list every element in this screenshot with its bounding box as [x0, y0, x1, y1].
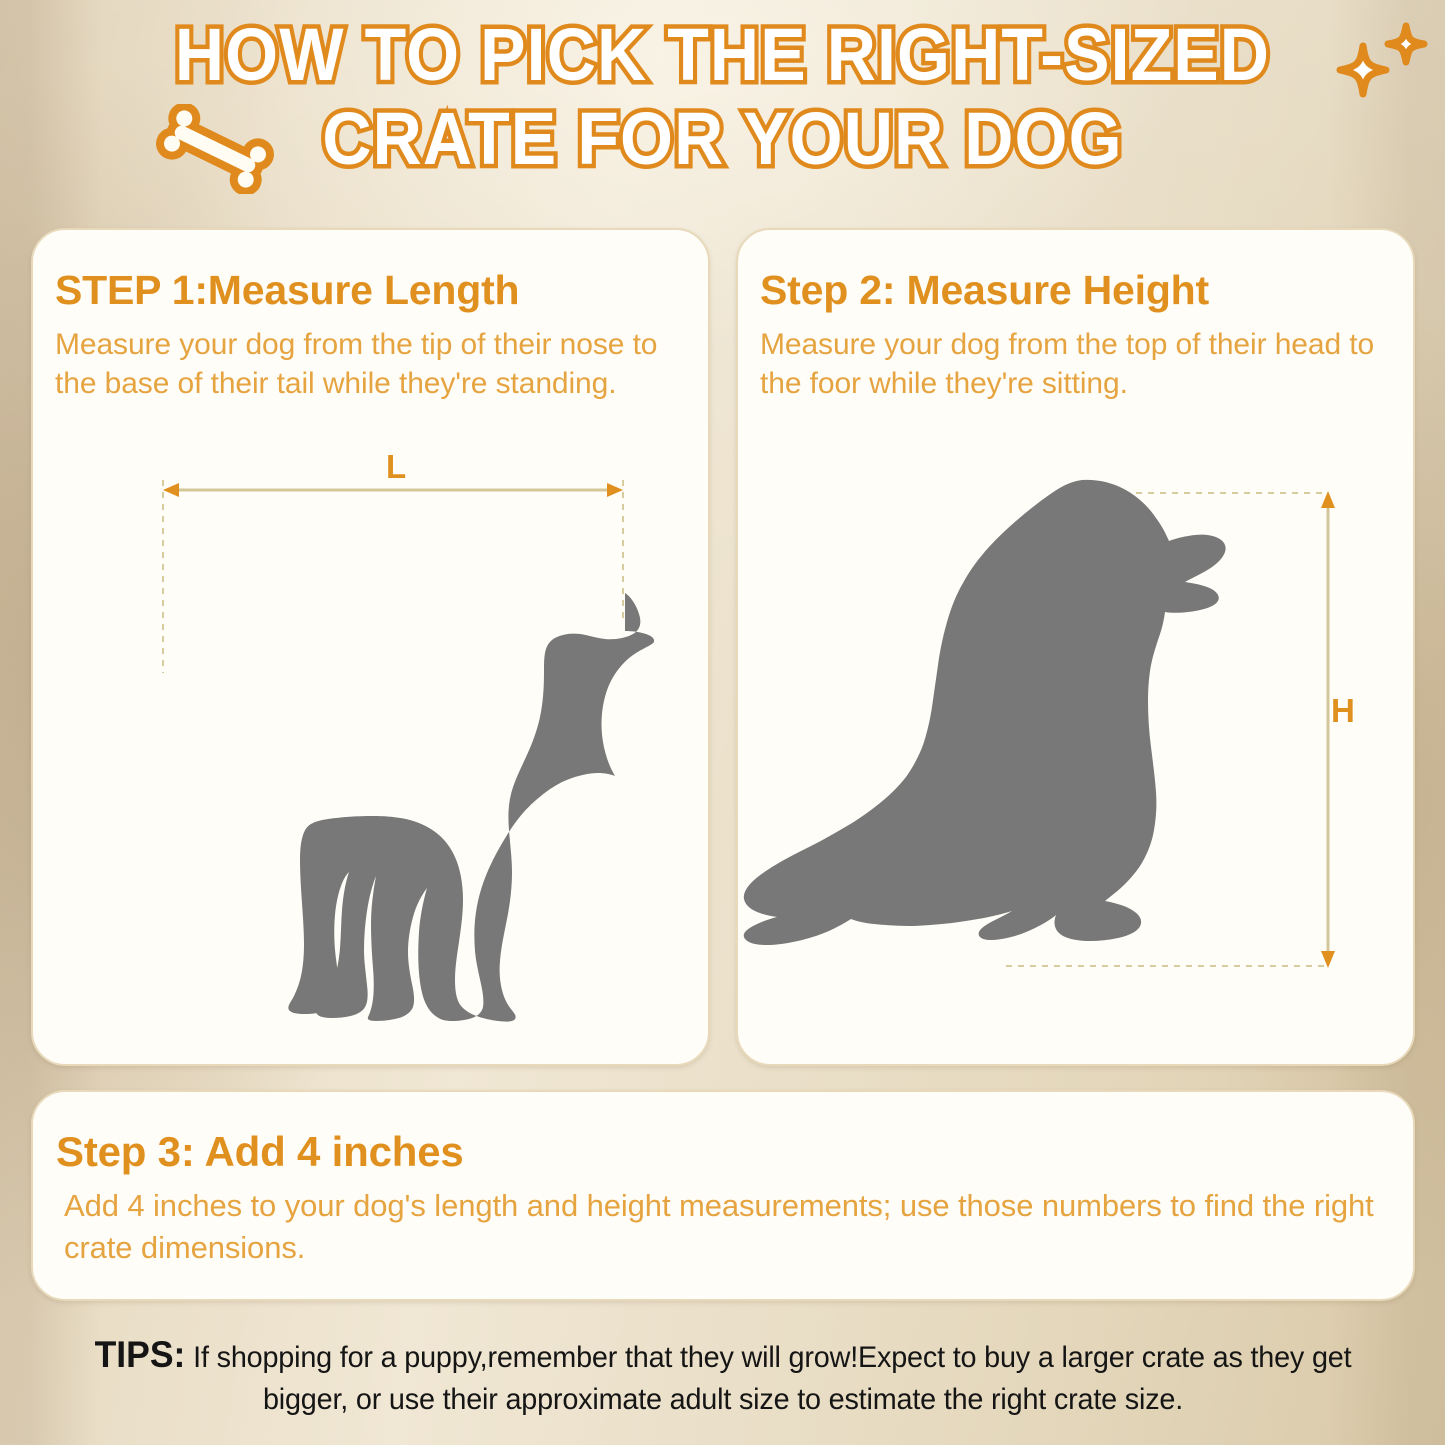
tips-label: TIPS: [94, 1334, 186, 1375]
step-2-body: Measure your dog from the top of their h… [760, 328, 1375, 400]
step-3-body: Add 4 inches to your dog's length and he… [64, 1188, 1374, 1265]
step-1-body: Measure your dog from the tip of their n… [55, 328, 658, 400]
step-3-heading: Step 3: Add 4 inches [56, 1128, 464, 1175]
step-2-heading: Step 2: Measure Height [760, 267, 1209, 313]
title-line-1: HOW TO PICK THE RIGHT-SIZED [171, 9, 1273, 100]
tips-section: TIPS: If shopping for a puppy,remember t… [42, 1334, 1404, 1421]
tips-body: If shopping for a puppy,remember that th… [193, 1341, 1352, 1416]
page-title: HOW TO PICK THE RIGHT-SIZED CRATE FOR YO… [0, 9, 1445, 184]
step-1-heading: STEP 1:Measure Length [55, 267, 520, 313]
step-3-card [31, 1090, 1415, 1301]
length-label: L [386, 448, 407, 485]
title-line-2: CRATE FOR YOUR DOG [318, 93, 1125, 184]
tips-paragraph: TIPS: If shopping for a puppy,remember t… [69, 1334, 1377, 1421]
height-label: H [1331, 692, 1355, 729]
